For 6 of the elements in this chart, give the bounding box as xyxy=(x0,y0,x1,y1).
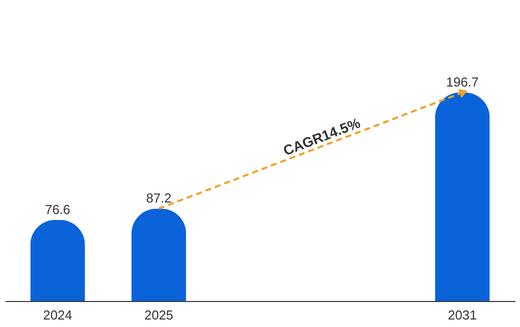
x-tick-label: 2031 xyxy=(448,308,477,322)
data-label: 87.2 xyxy=(146,190,172,206)
data-label: 196.7 xyxy=(446,74,479,90)
data-label: 76.6 xyxy=(44,202,70,217)
x-tick-label: 2025 xyxy=(144,308,174,322)
x-tick-label: 2024 xyxy=(43,308,72,322)
